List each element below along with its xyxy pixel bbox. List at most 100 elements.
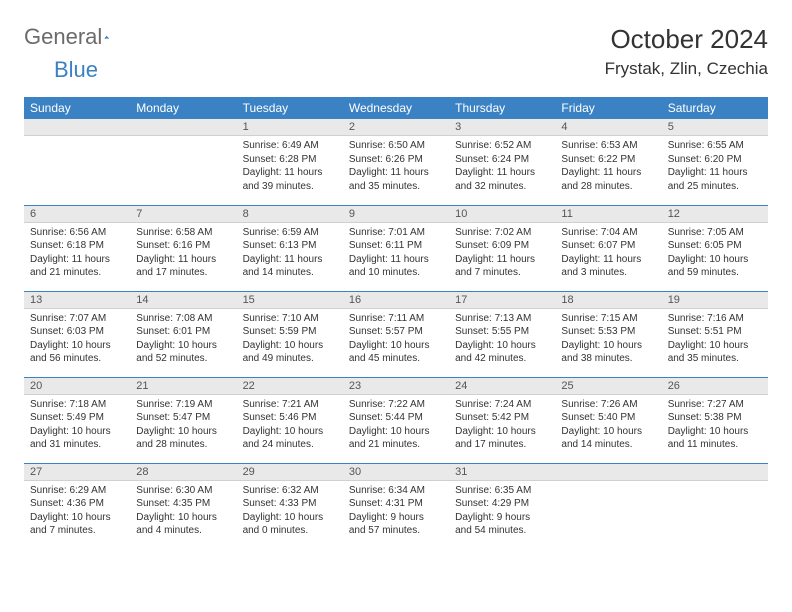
day-details: Sunrise: 7:24 AMSunset: 5:42 PMDaylight:… <box>449 395 555 456</box>
calendar-day-cell: 19Sunrise: 7:16 AMSunset: 5:51 PMDayligh… <box>662 291 768 377</box>
daylight-text: Daylight: 10 hours and 45 minutes. <box>349 339 443 366</box>
day-number: 14 <box>130 292 236 309</box>
calendar-day-cell: 11Sunrise: 7:04 AMSunset: 6:07 PMDayligh… <box>555 205 661 291</box>
day-details: Sunrise: 7:27 AMSunset: 5:38 PMDaylight:… <box>662 395 768 456</box>
daylight-text: Daylight: 10 hours and 28 minutes. <box>136 425 230 452</box>
day-details: Sunrise: 6:53 AMSunset: 6:22 PMDaylight:… <box>555 136 661 197</box>
sunrise-text: Sunrise: 6:32 AM <box>243 484 337 498</box>
sunrise-text: Sunrise: 7:01 AM <box>349 226 443 240</box>
day-details: Sunrise: 6:35 AMSunset: 4:29 PMDaylight:… <box>449 481 555 542</box>
calendar-day-cell: 15Sunrise: 7:10 AMSunset: 5:59 PMDayligh… <box>237 291 343 377</box>
sunset-text: Sunset: 5:47 PM <box>136 411 230 425</box>
day-number: 27 <box>24 464 130 481</box>
sunrise-text: Sunrise: 7:13 AM <box>455 312 549 326</box>
day-details: Sunrise: 6:29 AMSunset: 4:36 PMDaylight:… <box>24 481 130 542</box>
day-number: 24 <box>449 378 555 395</box>
day-number: 31 <box>449 464 555 481</box>
calendar-day-cell: 24Sunrise: 7:24 AMSunset: 5:42 PMDayligh… <box>449 377 555 463</box>
sunrise-text: Sunrise: 7:15 AM <box>561 312 655 326</box>
day-number: 19 <box>662 292 768 309</box>
daylight-text: Daylight: 11 hours and 10 minutes. <box>349 253 443 280</box>
day-details: Sunrise: 6:34 AMSunset: 4:31 PMDaylight:… <box>343 481 449 542</box>
calendar-day-cell: 21Sunrise: 7:19 AMSunset: 5:47 PMDayligh… <box>130 377 236 463</box>
sunset-text: Sunset: 5:53 PM <box>561 325 655 339</box>
calendar-day-cell: 1Sunrise: 6:49 AMSunset: 6:28 PMDaylight… <box>237 119 343 205</box>
sunset-text: Sunset: 6:18 PM <box>30 239 124 253</box>
day-number: 3 <box>449 119 555 136</box>
daylight-text: Daylight: 9 hours and 57 minutes. <box>349 511 443 538</box>
day-number: 2 <box>343 119 449 136</box>
day-details: Sunrise: 6:49 AMSunset: 6:28 PMDaylight:… <box>237 136 343 197</box>
weekday-header: Saturday <box>662 97 768 119</box>
sunset-text: Sunset: 5:51 PM <box>668 325 762 339</box>
brand-logo: General <box>24 24 134 50</box>
day-details: Sunrise: 7:19 AMSunset: 5:47 PMDaylight:… <box>130 395 236 456</box>
location-text: Frystak, Zlin, Czechia <box>605 59 768 79</box>
daylight-text: Daylight: 11 hours and 35 minutes. <box>349 166 443 193</box>
sunset-text: Sunset: 5:44 PM <box>349 411 443 425</box>
sunrise-text: Sunrise: 6:58 AM <box>136 226 230 240</box>
sunset-text: Sunset: 6:03 PM <box>30 325 124 339</box>
day-number <box>130 119 236 136</box>
sunrise-text: Sunrise: 6:34 AM <box>349 484 443 498</box>
sunset-text: Sunset: 6:07 PM <box>561 239 655 253</box>
day-number: 17 <box>449 292 555 309</box>
sunset-text: Sunset: 6:11 PM <box>349 239 443 253</box>
calendar-day-cell: 22Sunrise: 7:21 AMSunset: 5:46 PMDayligh… <box>237 377 343 463</box>
brand-part1: General <box>24 24 102 50</box>
sunset-text: Sunset: 4:36 PM <box>30 497 124 511</box>
daylight-text: Daylight: 10 hours and 31 minutes. <box>30 425 124 452</box>
day-number: 29 <box>237 464 343 481</box>
day-number <box>662 464 768 481</box>
weekday-header: Wednesday <box>343 97 449 119</box>
day-details: Sunrise: 6:32 AMSunset: 4:33 PMDaylight:… <box>237 481 343 542</box>
sunrise-text: Sunrise: 6:29 AM <box>30 484 124 498</box>
sunset-text: Sunset: 6:13 PM <box>243 239 337 253</box>
day-number: 4 <box>555 119 661 136</box>
calendar-day-cell: 31Sunrise: 6:35 AMSunset: 4:29 PMDayligh… <box>449 463 555 549</box>
sunset-text: Sunset: 6:20 PM <box>668 153 762 167</box>
calendar-day-cell: 9Sunrise: 7:01 AMSunset: 6:11 PMDaylight… <box>343 205 449 291</box>
sunset-text: Sunset: 5:57 PM <box>349 325 443 339</box>
calendar-day-cell: 18Sunrise: 7:15 AMSunset: 5:53 PMDayligh… <box>555 291 661 377</box>
weekday-header-row: Sunday Monday Tuesday Wednesday Thursday… <box>24 97 768 119</box>
day-number: 26 <box>662 378 768 395</box>
sunset-text: Sunset: 6:22 PM <box>561 153 655 167</box>
daylight-text: Daylight: 11 hours and 39 minutes. <box>243 166 337 193</box>
daylight-text: Daylight: 11 hours and 7 minutes. <box>455 253 549 280</box>
sunset-text: Sunset: 6:01 PM <box>136 325 230 339</box>
day-number: 20 <box>24 378 130 395</box>
calendar-day-cell: 26Sunrise: 7:27 AMSunset: 5:38 PMDayligh… <box>662 377 768 463</box>
sunset-text: Sunset: 5:49 PM <box>30 411 124 425</box>
sail-icon <box>104 27 110 47</box>
sunrise-text: Sunrise: 7:10 AM <box>243 312 337 326</box>
weekday-header: Friday <box>555 97 661 119</box>
daylight-text: Daylight: 11 hours and 3 minutes. <box>561 253 655 280</box>
daylight-text: Daylight: 11 hours and 32 minutes. <box>455 166 549 193</box>
day-details: Sunrise: 7:18 AMSunset: 5:49 PMDaylight:… <box>24 395 130 456</box>
sunset-text: Sunset: 5:38 PM <box>668 411 762 425</box>
sunrise-text: Sunrise: 7:27 AM <box>668 398 762 412</box>
sunrise-text: Sunrise: 6:52 AM <box>455 139 549 153</box>
day-details: Sunrise: 7:21 AMSunset: 5:46 PMDaylight:… <box>237 395 343 456</box>
daylight-text: Daylight: 11 hours and 28 minutes. <box>561 166 655 193</box>
day-details: Sunrise: 7:13 AMSunset: 5:55 PMDaylight:… <box>449 309 555 370</box>
sunrise-text: Sunrise: 7:07 AM <box>30 312 124 326</box>
day-number: 6 <box>24 206 130 223</box>
calendar-day-cell: 29Sunrise: 6:32 AMSunset: 4:33 PMDayligh… <box>237 463 343 549</box>
day-details: Sunrise: 7:10 AMSunset: 5:59 PMDaylight:… <box>237 309 343 370</box>
daylight-text: Daylight: 10 hours and 35 minutes. <box>668 339 762 366</box>
calendar-day-cell: 12Sunrise: 7:05 AMSunset: 6:05 PMDayligh… <box>662 205 768 291</box>
day-details: Sunrise: 7:22 AMSunset: 5:44 PMDaylight:… <box>343 395 449 456</box>
day-number: 8 <box>237 206 343 223</box>
day-details: Sunrise: 7:11 AMSunset: 5:57 PMDaylight:… <box>343 309 449 370</box>
sunset-text: Sunset: 5:59 PM <box>243 325 337 339</box>
calendar-day-cell: 17Sunrise: 7:13 AMSunset: 5:55 PMDayligh… <box>449 291 555 377</box>
day-number: 5 <box>662 119 768 136</box>
weekday-header: Sunday <box>24 97 130 119</box>
sunset-text: Sunset: 4:35 PM <box>136 497 230 511</box>
day-details: Sunrise: 7:07 AMSunset: 6:03 PMDaylight:… <box>24 309 130 370</box>
day-number: 10 <box>449 206 555 223</box>
calendar-day-cell: 7Sunrise: 6:58 AMSunset: 6:16 PMDaylight… <box>130 205 236 291</box>
sunrise-text: Sunrise: 7:05 AM <box>668 226 762 240</box>
